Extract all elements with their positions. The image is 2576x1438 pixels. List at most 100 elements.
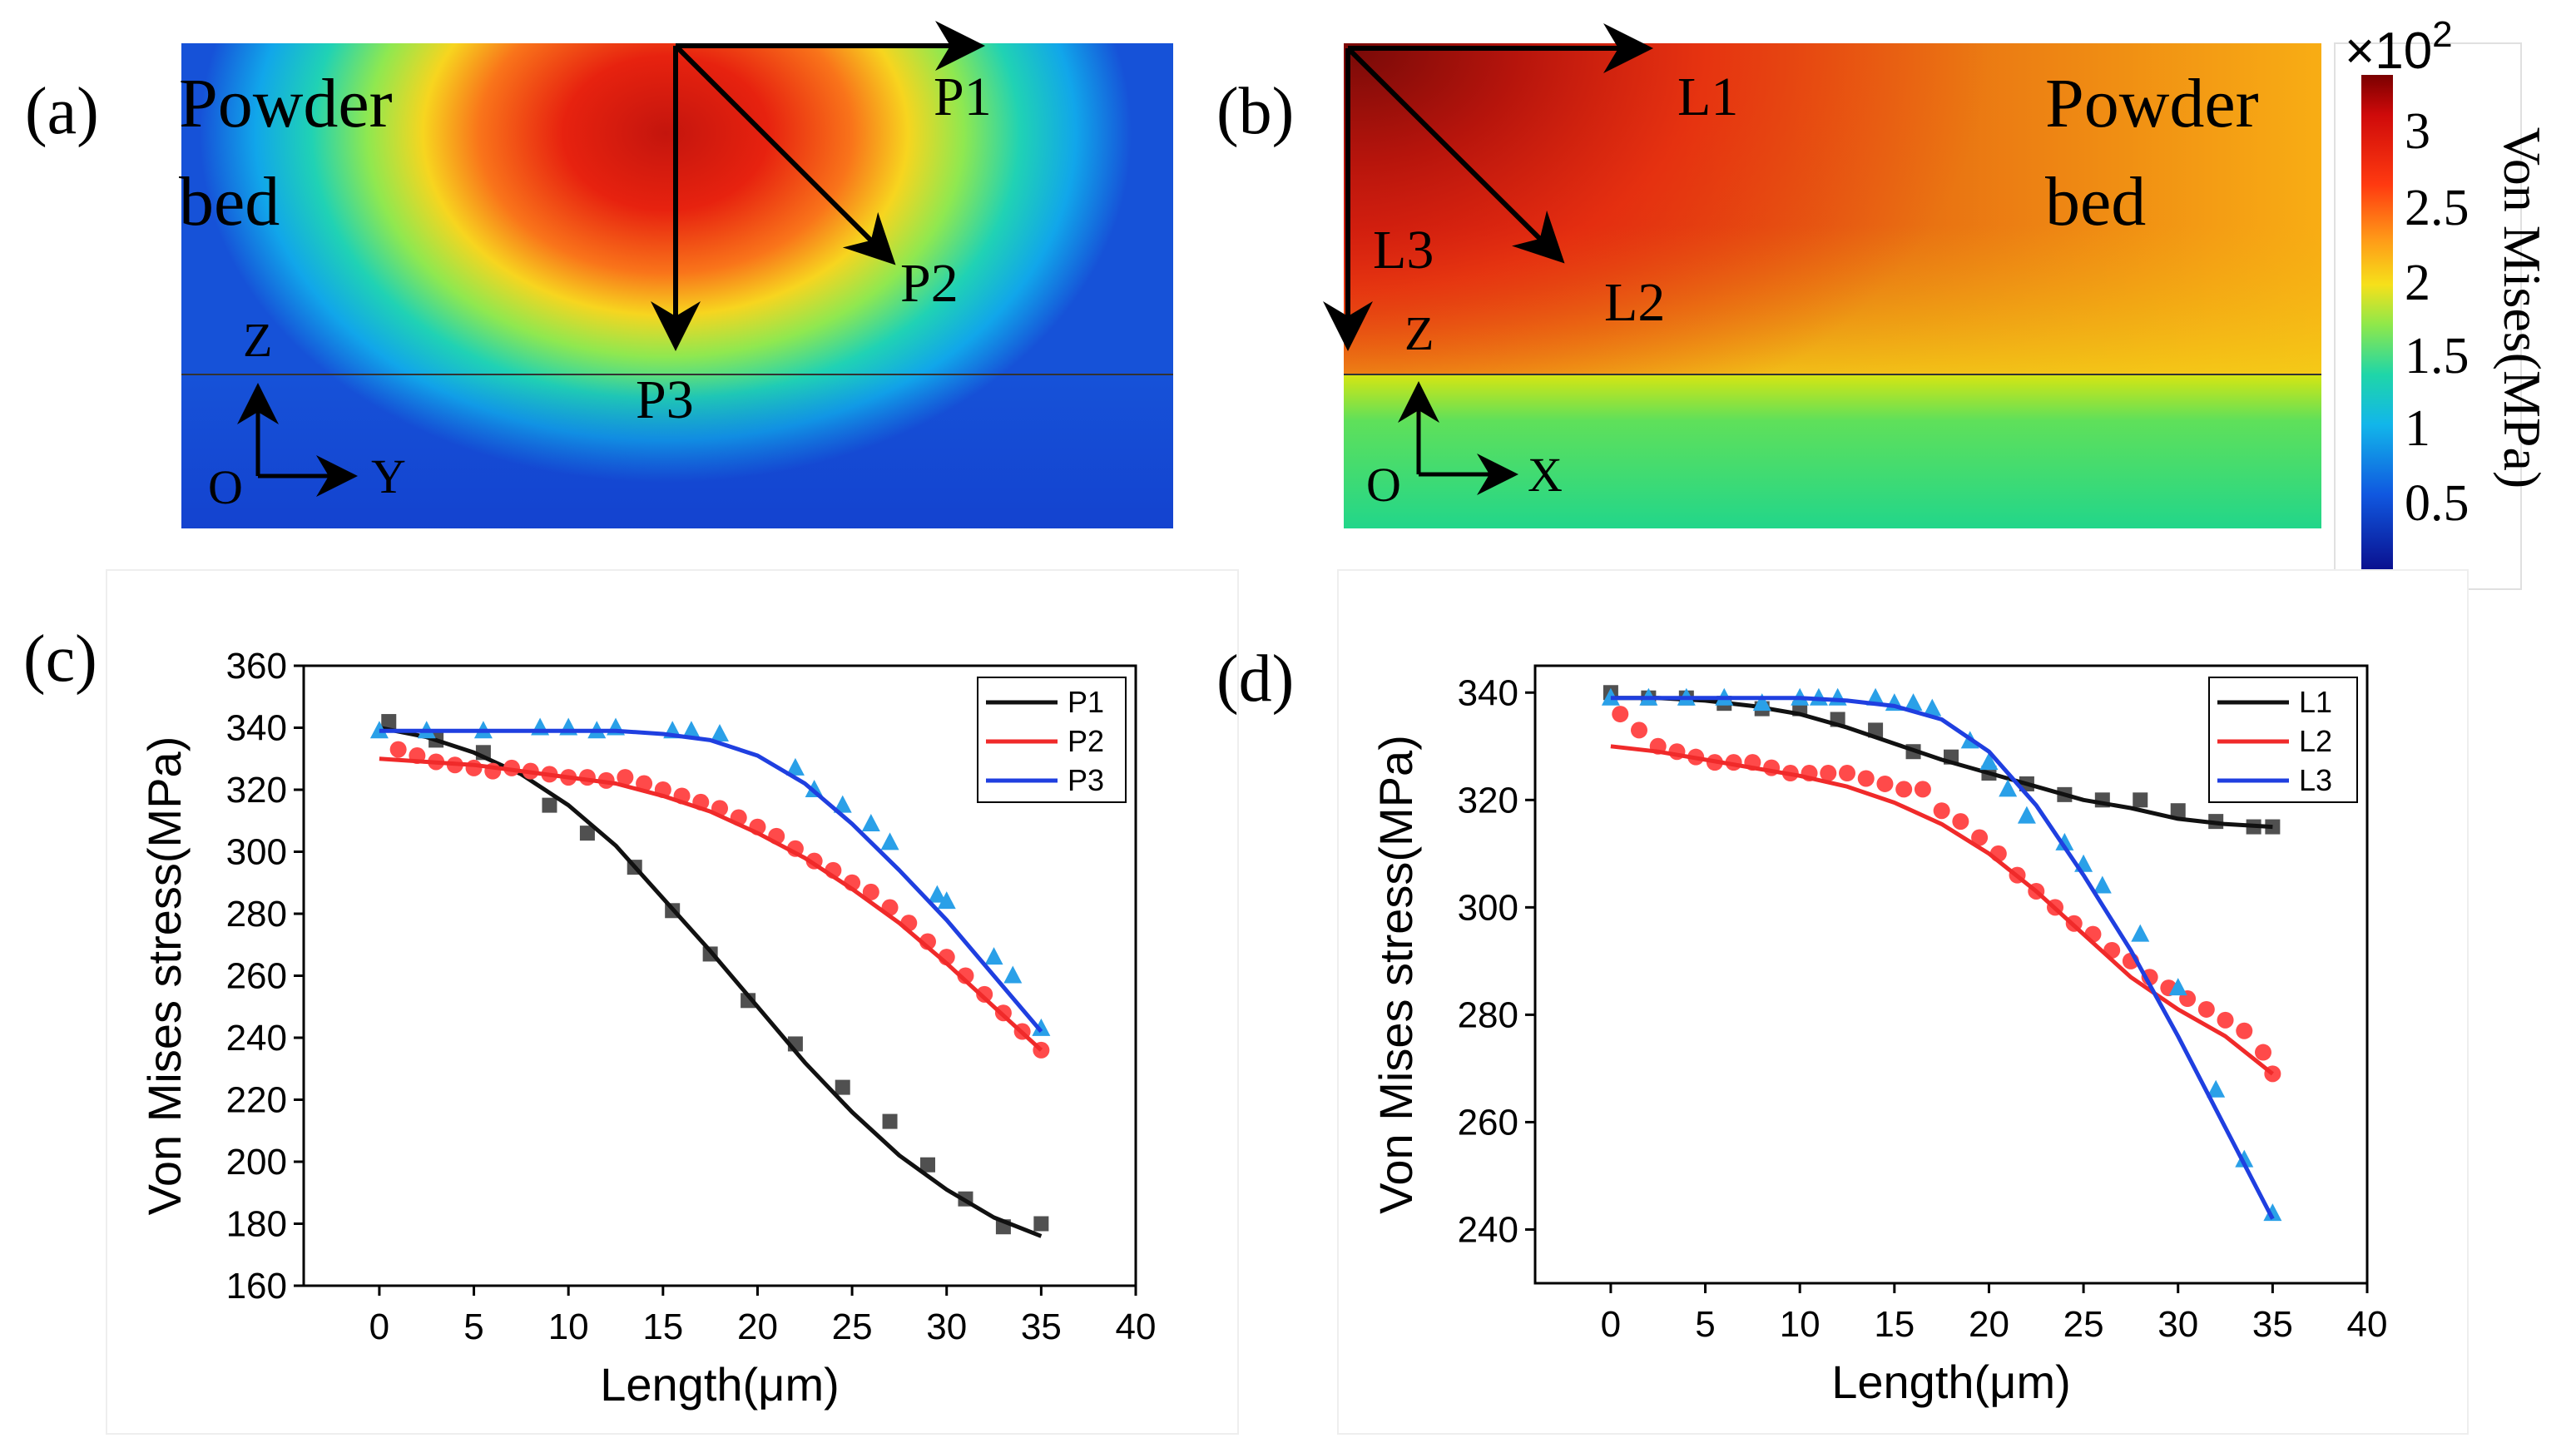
y-tick-label: 300	[1458, 887, 1518, 928]
legend-label-p2: P2	[1068, 724, 1104, 758]
x-tick-label: 5	[1695, 1304, 1715, 1345]
panel-a-substrate-shade	[181, 374, 1173, 528]
x-tick-label: 15	[642, 1307, 683, 1347]
data-point-l3	[2017, 806, 2036, 824]
axis-origin-label-b: O	[1366, 458, 1401, 512]
panel-b-powder-label: Powder	[2045, 65, 2259, 142]
data-point-p3	[711, 723, 729, 741]
data-point-l3	[1999, 779, 2018, 797]
axis-z-label-b: Z	[1404, 306, 1434, 360]
data-point-l1	[2170, 803, 2186, 819]
x-tick-label: 25	[832, 1307, 873, 1347]
legend-label-l2: L2	[2299, 724, 2332, 758]
x-axis-label: Length(μm)	[600, 1358, 840, 1411]
axis-z-label: Z	[243, 313, 272, 367]
y-tick-label: 360	[226, 646, 287, 687]
x-tick-label: 0	[1601, 1304, 1621, 1345]
x-tick-label: 10	[1780, 1304, 1821, 1345]
data-point-l2	[1857, 770, 1875, 787]
data-point-p3	[1003, 965, 1023, 984]
panel-a: (a) Powder bed P1 P2 P3 Z Y O	[25, 21, 1173, 528]
fit-line-l3	[1610, 696, 2275, 1220]
data-point-l2	[1933, 802, 1950, 820]
path-label-l3: L3	[1373, 220, 1434, 280]
axis-origin-label: O	[208, 460, 243, 514]
data-point-p3	[681, 721, 701, 739]
data-point-p3	[937, 891, 956, 910]
fit-line-p2	[379, 756, 1043, 1052]
plot-area-border	[302, 664, 1137, 1287]
colorbar-title: Von Mises(MPa)	[2493, 127, 2552, 488]
legend: P1 P2 P3	[977, 677, 1127, 803]
data-point-p3	[880, 832, 899, 850]
data-point-l3	[2093, 875, 2112, 894]
x-axis-label: Length(μm)	[1831, 1356, 2071, 1408]
y-tick-label: 180	[226, 1204, 287, 1245]
x-tick-label: 0	[369, 1307, 389, 1347]
data-point-l3	[1752, 693, 1771, 712]
y-tick-label: 320	[226, 770, 287, 811]
legend-label-l3: L3	[2299, 763, 2332, 797]
y-tick-label: 280	[226, 894, 287, 935]
panel-b-substrate	[1344, 374, 2321, 528]
data-point-p1	[381, 714, 397, 730]
data-point-l2	[2236, 1022, 2253, 1039]
colorbar-tick: 1	[2405, 400, 2430, 457]
data-point-l2	[1914, 781, 1931, 798]
data-point-p2	[617, 769, 634, 786]
fit-line-p3	[379, 728, 1043, 1034]
y-tick-label: 240	[226, 1018, 287, 1059]
fit-line-l2	[1610, 744, 2274, 1076]
colorbar-gradient	[2361, 75, 2393, 574]
x-tick-label: 30	[926, 1307, 967, 1347]
colorbar-ticks: 3 2.5 2 1.5 1 0.5	[2405, 103, 2469, 532]
data-point-p1	[579, 826, 595, 841]
data-point-l1	[2133, 792, 2148, 808]
y-tick-label: 160	[226, 1266, 287, 1307]
path-label-p3: P3	[636, 369, 694, 430]
path-label-p1: P1	[934, 67, 992, 127]
colorbar-tick: 2.5	[2405, 180, 2469, 236]
data-point-p1	[542, 797, 557, 813]
y-axis-label: Von Mises stress(MPa)	[138, 736, 191, 1216]
chart-d: 0 5 10 15 20 25 30 35 40 240 260 280 300 320 340 Length…	[1370, 664, 2387, 1408]
y-tick-label: 260	[226, 956, 287, 997]
data-point-p3	[928, 885, 947, 903]
path-arrow-p2	[673, 43, 896, 265]
series-p1	[379, 714, 1049, 1238]
series-p3	[369, 717, 1051, 1036]
path-label-p2: P2	[900, 253, 959, 314]
data-point-p1	[882, 1113, 898, 1129]
data-point-l2	[1820, 765, 1837, 782]
panel-a-powder-label: Powder	[179, 65, 393, 142]
x-tick-label: 30	[2157, 1304, 2198, 1345]
y-tick-label: 300	[226, 832, 287, 873]
x-tick-label: 35	[1021, 1307, 1062, 1347]
colorbar: ×102 3 2.5 2 1.5 1 0.5 Von Mises(MPa)	[2334, 14, 2552, 590]
data-point-l2	[2217, 1011, 2234, 1029]
x-tick-label: 20	[737, 1307, 778, 1347]
data-point-p3	[1032, 1018, 1051, 1036]
panel-b-bed-label: bed	[2045, 163, 2146, 240]
data-point-l3	[2263, 1203, 2282, 1222]
y-tick-label: 340	[226, 708, 287, 749]
data-point-p3	[785, 757, 805, 776]
data-point-l2	[1971, 829, 1989, 846]
panel-b-label: (b)	[1216, 75, 1294, 148]
data-point-p1	[1033, 1216, 1049, 1232]
y-tick-label: 220	[226, 1080, 287, 1121]
axis-x-label: X	[1528, 448, 1563, 502]
x-tick-label: 35	[2252, 1304, 2293, 1345]
panel-d-label: (d)	[1216, 642, 1294, 716]
panel-d: (d) 0 5 10 15 20 25 30 35 40 240 260 280 300 320 340 Le…	[1216, 569, 2469, 1435]
colorbar-tick: 2	[2405, 255, 2430, 311]
y-tick-label: 320	[1458, 780, 1518, 821]
y-tick-label: 280	[1458, 994, 1518, 1035]
axis-y-label: Y	[371, 449, 406, 503]
data-point-l3	[1866, 687, 1885, 706]
x-tick-label: 20	[1969, 1304, 2009, 1345]
data-point-p2	[957, 967, 974, 984]
x-tick-label: 40	[1116, 1307, 1157, 1347]
data-point-p3	[833, 795, 852, 813]
data-point-l2	[1952, 813, 1969, 831]
